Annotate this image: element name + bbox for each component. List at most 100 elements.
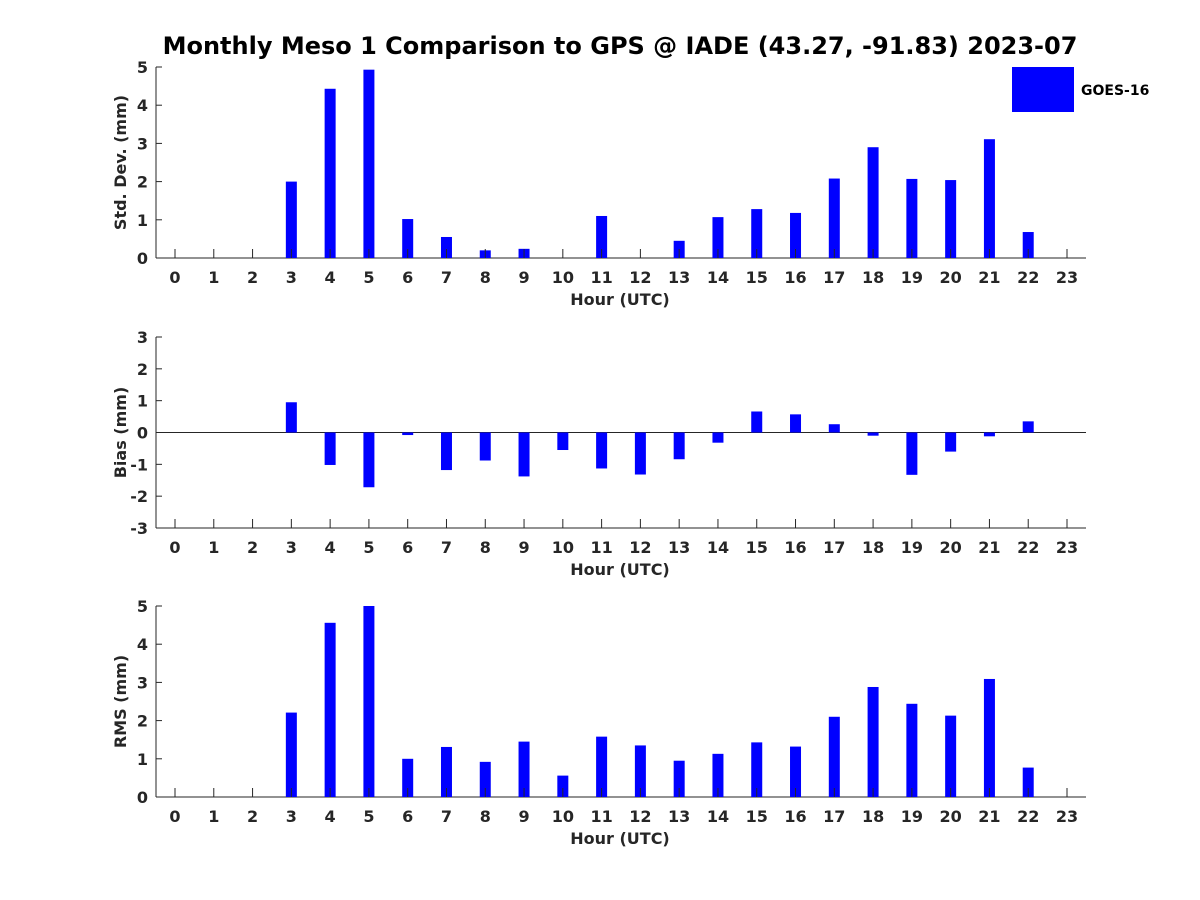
bar-hour-17 (828, 424, 840, 433)
x-tick-label: 21 (978, 538, 1000, 557)
x-tick-label: 13 (668, 807, 690, 826)
y-tick-label: -1 (130, 455, 148, 474)
y-tick-label: 4 (137, 635, 148, 654)
bar-hour-5 (363, 606, 375, 797)
y-tick-label: 5 (137, 597, 148, 616)
x-tick-label: 11 (590, 807, 612, 826)
y-tick-label: 3 (137, 673, 148, 692)
bar-hour-13 (673, 432, 685, 460)
bar-hour-16 (790, 414, 802, 433)
bar-hour-3 (285, 712, 297, 797)
bar-hour-20 (945, 180, 957, 258)
x-tick-label: 12 (629, 268, 651, 287)
x-tick-label: 10 (552, 807, 574, 826)
bar-hour-8 (479, 761, 491, 797)
x-tick-label: 5 (363, 268, 374, 287)
x-tick-label: 15 (746, 268, 768, 287)
bar-hour-10 (557, 432, 569, 451)
x-tick-label: 14 (707, 268, 729, 287)
y-tick-label: 1 (137, 750, 148, 769)
x-tick-label: 22 (1017, 807, 1039, 826)
x-tick-label: 3 (286, 268, 297, 287)
x-tick-label: 4 (325, 807, 336, 826)
bar-hour-19 (906, 703, 918, 797)
bar-hour-7 (440, 236, 452, 258)
y-axis-label: RMS (mm) (111, 655, 130, 748)
x-tick-label: 18 (862, 538, 884, 557)
y-tick-label: -3 (130, 519, 148, 538)
x-tick-label: 23 (1056, 538, 1078, 557)
x-tick-label: 23 (1056, 268, 1078, 287)
bar-hour-13 (673, 760, 685, 797)
bar-hour-14 (712, 217, 724, 258)
x-tick-label: 3 (286, 538, 297, 557)
x-tick-label: 9 (518, 268, 529, 287)
x-tick-label: 0 (169, 268, 180, 287)
x-tick-label: 5 (363, 538, 374, 557)
y-tick-label: -2 (130, 487, 148, 506)
x-tick-label: 14 (707, 538, 729, 557)
y-tick-label: 2 (137, 360, 148, 379)
x-tick-label: 9 (518, 538, 529, 557)
x-tick-label: 14 (707, 807, 729, 826)
x-tick-label: 16 (784, 268, 806, 287)
y-tick-label: 3 (137, 134, 148, 153)
x-axis-label: Hour (UTC) (570, 290, 670, 309)
bar-hour-15 (751, 209, 763, 258)
x-tick-label: 17 (823, 268, 845, 287)
bar-hour-3 (285, 181, 297, 258)
x-tick-label: 8 (480, 807, 491, 826)
bar-hour-14 (712, 753, 724, 797)
bar-hour-20 (945, 715, 957, 797)
x-tick-label: 4 (325, 538, 336, 557)
legend: GOES-16 (1012, 67, 1149, 112)
bar-hour-22 (1022, 421, 1034, 433)
y-tick-label: 1 (137, 211, 148, 230)
x-tick-label: 22 (1017, 538, 1039, 557)
x-tick-label: 19 (901, 807, 923, 826)
x-tick-label: 2 (247, 807, 258, 826)
y-tick-label: 5 (137, 58, 148, 77)
x-tick-label: 10 (552, 538, 574, 557)
y-tick-label: 1 (137, 392, 148, 411)
y-tick-label: 0 (137, 249, 148, 268)
bar-hour-9 (518, 432, 530, 477)
bar-hour-4 (324, 622, 336, 797)
x-tick-label: 15 (746, 538, 768, 557)
bar-hour-9 (518, 741, 530, 797)
x-tick-label: 5 (363, 807, 374, 826)
x-tick-label: 12 (629, 807, 651, 826)
x-axis-label: Hour (UTC) (570, 829, 670, 848)
bar-hour-18 (867, 432, 879, 436)
x-tick-label: 13 (668, 538, 690, 557)
bar-hour-3 (285, 402, 297, 433)
bar-hour-10 (557, 775, 569, 797)
bar-hour-22 (1022, 232, 1034, 258)
bar-hour-12 (634, 432, 646, 475)
bar-hour-18 (867, 147, 879, 258)
x-tick-label: 7 (441, 538, 452, 557)
y-tick-label: 0 (137, 788, 148, 807)
bar-hour-7 (440, 432, 452, 471)
bar-hour-6 (402, 432, 414, 436)
bar-hour-15 (751, 742, 763, 797)
x-tick-label: 23 (1056, 807, 1078, 826)
x-tick-label: 7 (441, 807, 452, 826)
y-axis-label: Std. Dev. (mm) (111, 95, 130, 230)
x-tick-label: 6 (402, 807, 413, 826)
x-tick-label: 0 (169, 538, 180, 557)
x-tick-label: 17 (823, 538, 845, 557)
bar-hour-11 (596, 736, 608, 797)
bar-hour-18 (867, 686, 879, 797)
bar-hour-5 (363, 69, 375, 258)
y-tick-label: 0 (137, 424, 148, 443)
y-tick-label: 4 (137, 96, 148, 115)
x-tick-label: 0 (169, 807, 180, 826)
x-tick-label: 6 (402, 268, 413, 287)
bar-hour-20 (945, 432, 957, 452)
bar-hour-6 (402, 219, 414, 258)
